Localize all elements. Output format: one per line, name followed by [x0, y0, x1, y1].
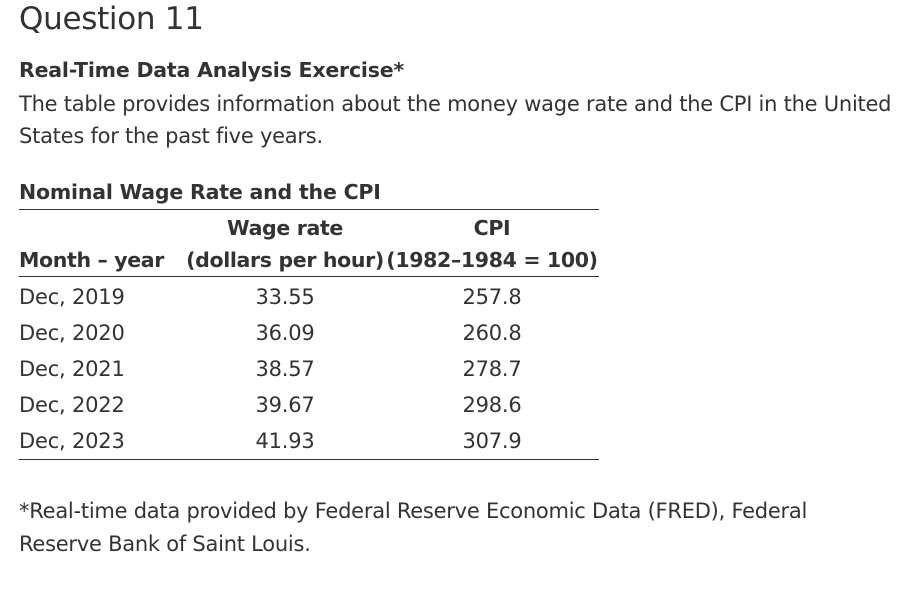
- table-row: Dec, 2021 38.57 278.7: [19, 351, 599, 387]
- header-month-bottom: Month – year: [19, 244, 185, 277]
- cell-month: Dec, 2022: [19, 393, 125, 417]
- cell-month: Dec, 2021: [19, 357, 125, 381]
- cell-month: Dec, 2020: [19, 321, 125, 345]
- cell-cpi: 298.6: [462, 393, 522, 417]
- table-header-row-top: Wage rate CPI: [19, 210, 599, 244]
- cell-cpi: 307.9: [385, 423, 599, 460]
- table-caption: Nominal Wage Rate and the CPI: [19, 177, 599, 210]
- header-cpi-top: CPI: [473, 216, 511, 240]
- table-row: Dec, 2022 39.67 298.6: [19, 387, 599, 423]
- cell-wage: 33.55: [255, 285, 315, 309]
- header-cpi-bottom: (1982–1984 = 100): [385, 244, 599, 277]
- question-title: Question 11: [19, 1, 204, 37]
- cell-wage: 39.67: [255, 393, 315, 417]
- cell-cpi: 278.7: [462, 357, 522, 381]
- footnote: *Real-time data provided by Federal Rese…: [19, 499, 808, 556]
- table-row: Dec, 2023 41.93 307.9: [19, 423, 599, 460]
- cell-month: Dec, 2019: [19, 285, 125, 309]
- data-table-block: Nominal Wage Rate and the CPI Wage rate …: [19, 177, 599, 460]
- cell-month: Dec, 2023: [19, 423, 185, 460]
- header-wage-bottom: (dollars per hour): [185, 244, 385, 277]
- cell-wage: 36.09: [255, 321, 315, 345]
- header-wage-top: Wage rate: [227, 216, 343, 240]
- table-row: Dec, 2020 36.09 260.8: [19, 315, 599, 351]
- intro-text: The table provides information about the…: [19, 92, 892, 148]
- exercise-heading: Real-Time Data Analysis Exercise*: [19, 58, 404, 82]
- cell-wage: 41.93: [185, 423, 385, 460]
- header-month-top: [19, 210, 185, 244]
- cell-wage: 38.57: [255, 357, 315, 381]
- table-row: Dec, 2019 33.55 257.8: [19, 277, 599, 316]
- wage-cpi-table: Wage rate CPI Month – year (dollars per …: [19, 210, 599, 460]
- table-header-row-bottom: Month – year (dollars per hour) (1982–19…: [19, 244, 599, 277]
- cell-cpi: 257.8: [462, 285, 522, 309]
- cell-cpi: 260.8: [462, 321, 522, 345]
